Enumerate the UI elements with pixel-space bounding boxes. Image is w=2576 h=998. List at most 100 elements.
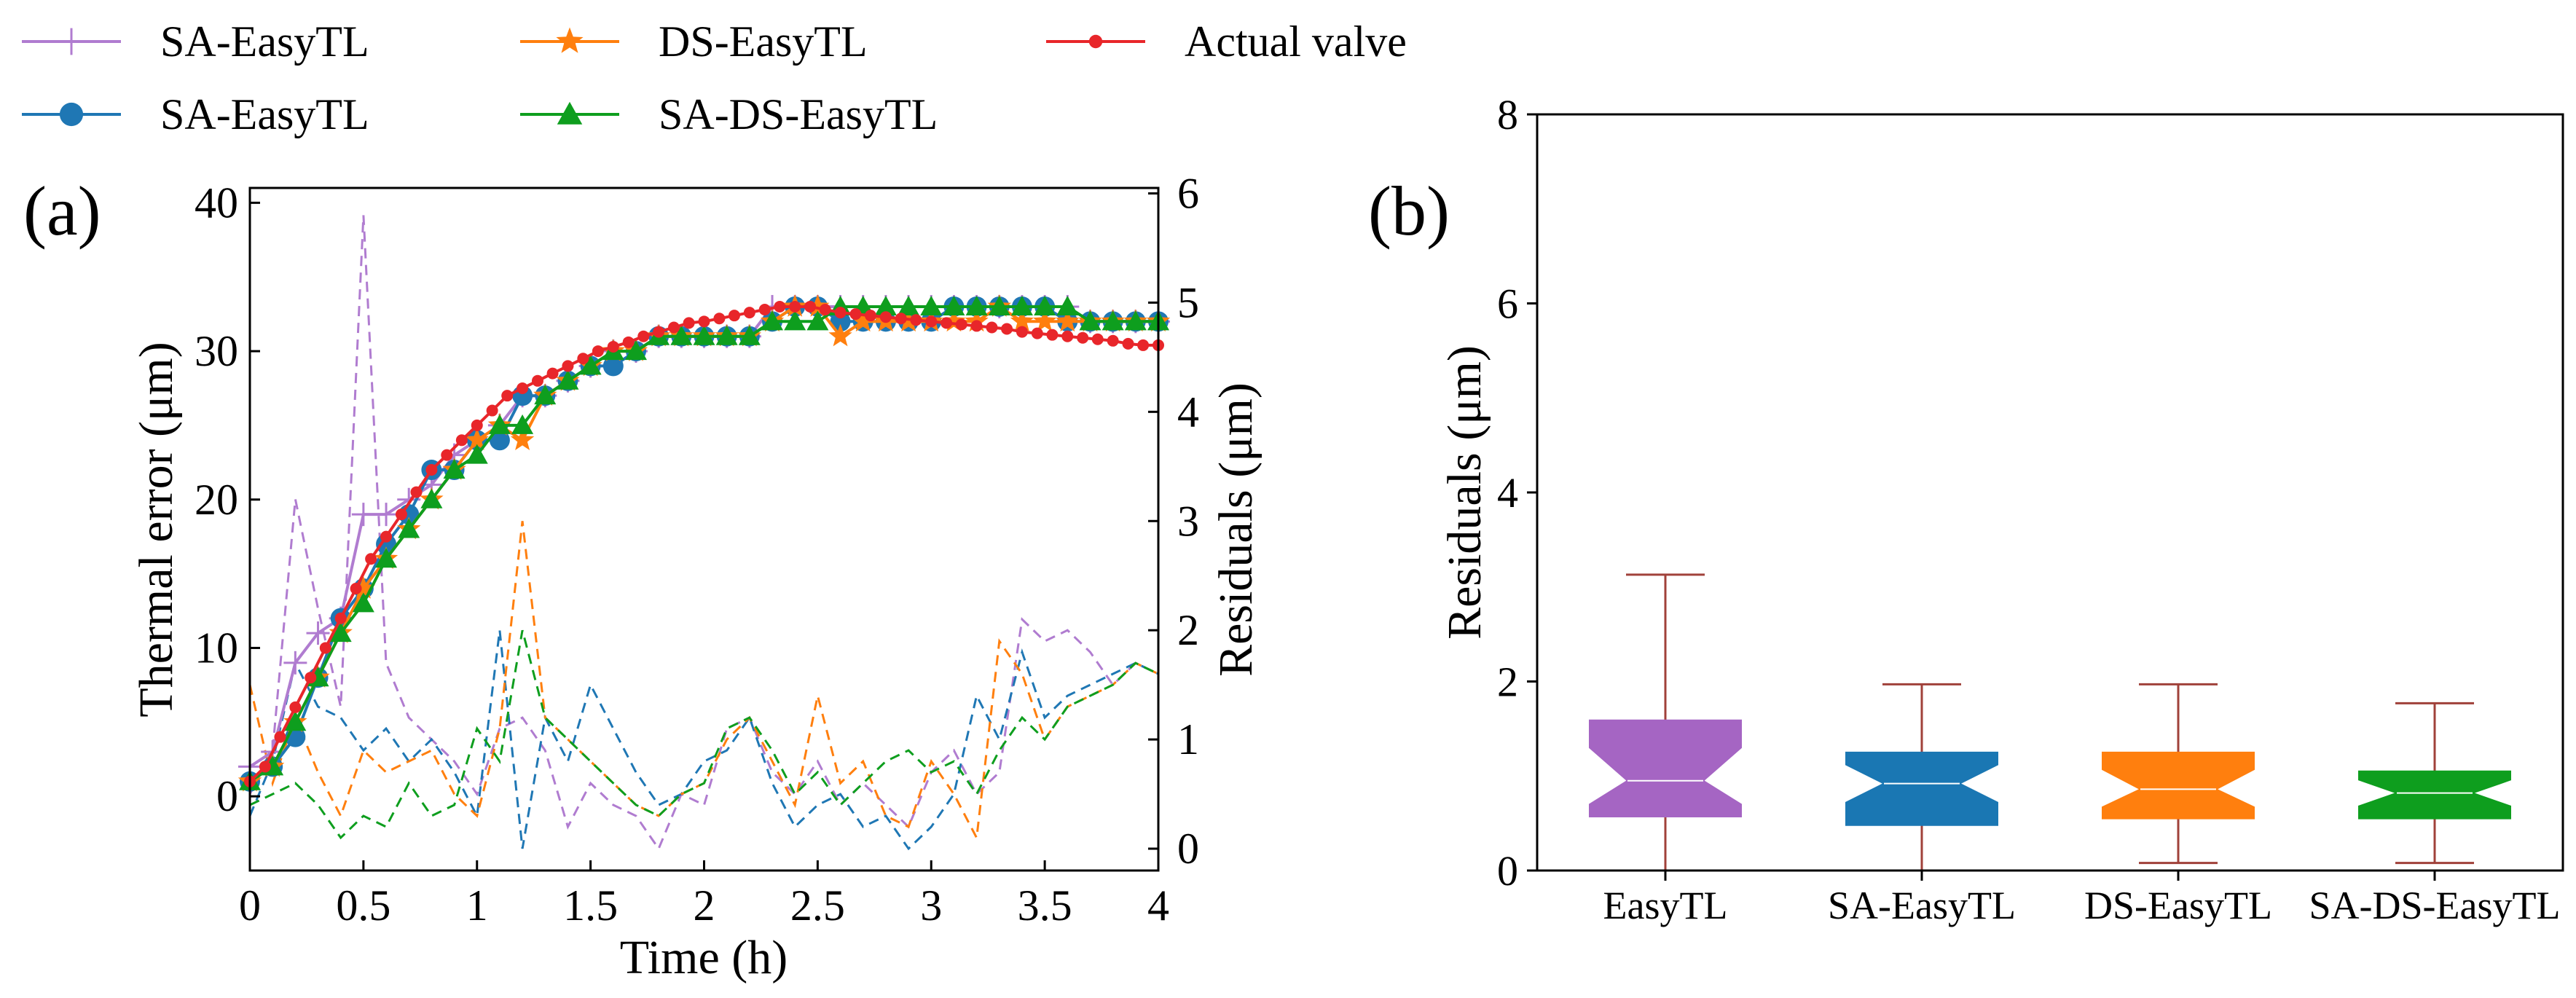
- data-point: [806, 294, 830, 317]
- data-point: [851, 309, 875, 332]
- y-tick-label: 20: [195, 476, 238, 524]
- data-point: [1107, 334, 1119, 347]
- data-point: [728, 310, 740, 322]
- data-point: [501, 390, 514, 402]
- legend-item: SA-EasyTL: [22, 90, 369, 138]
- data-point: [274, 731, 286, 743]
- data-point: [943, 295, 965, 315]
- data-point: [970, 320, 983, 332]
- data-point: [283, 651, 307, 675]
- y-tick-label: 40: [195, 178, 238, 227]
- data-point: [834, 307, 847, 319]
- legend-marker-triangle: [557, 101, 583, 125]
- data-point: [471, 419, 483, 431]
- data-point: [693, 325, 715, 345]
- data-point: [898, 295, 920, 315]
- data-point: [289, 701, 302, 713]
- data-point: [352, 592, 374, 613]
- data-point: [925, 315, 938, 328]
- x-tick-label: 1: [466, 881, 488, 930]
- data-point: [761, 310, 784, 331]
- data-point: [874, 295, 897, 315]
- data-point: [713, 313, 726, 325]
- data-point: [1033, 309, 1057, 332]
- x-tick-label: 3: [920, 881, 942, 930]
- x-tick-label: 4: [1147, 881, 1169, 930]
- data-point: [1001, 323, 1013, 335]
- panel-b-ylabel: Residuals (μm): [1438, 345, 1491, 640]
- data-point: [637, 330, 650, 342]
- data-point: [965, 295, 988, 315]
- series-sa-ds-easytl-residual: [249, 629, 1159, 840]
- notched-box: [2102, 751, 2255, 820]
- data-point: [849, 308, 862, 321]
- legend-label: SA-DS-EasyTL: [659, 90, 938, 138]
- data-point: [920, 295, 943, 315]
- data-point: [511, 414, 534, 434]
- data-point: [489, 430, 510, 451]
- data-point: [380, 530, 393, 543]
- data-point: [1137, 339, 1150, 351]
- legend: SA-EasyTL DS-EasyTL Actual valve SA-EasyTL S…: [22, 17, 1407, 138]
- data-point: [517, 382, 529, 394]
- data-point: [683, 317, 695, 329]
- x-tick-label: 0.5: [336, 881, 390, 930]
- data-point: [465, 428, 489, 450]
- data-point: [398, 518, 420, 538]
- notched-box: [1845, 751, 1998, 826]
- data-point: [1091, 333, 1104, 345]
- data-point: [351, 576, 375, 599]
- legend-marker-dot: [1088, 34, 1103, 49]
- data-point: [319, 642, 331, 654]
- legend-item: SA-EasyTL: [22, 17, 369, 66]
- data-point: [410, 486, 423, 498]
- data-point: [986, 321, 998, 334]
- series-actual-valve: [244, 300, 1164, 787]
- y-tick-label: 30: [195, 327, 238, 375]
- x-tick-label: 0: [239, 881, 261, 930]
- series-sa-easytl-residual-: [248, 215, 1159, 852]
- series-ds-easytl-residual: [248, 521, 1159, 842]
- data-point: [828, 323, 852, 347]
- data-point: [562, 360, 574, 372]
- data-point: [865, 310, 877, 322]
- data-point: [531, 374, 543, 387]
- data-point: [624, 340, 647, 361]
- panel-a-frame: [248, 186, 1160, 872]
- x-tick-label: EasyTL: [1603, 884, 1728, 927]
- y-tick-label: 10: [195, 624, 238, 672]
- data-point: [420, 488, 443, 508]
- data-point: [1079, 310, 1102, 331]
- data-point: [758, 304, 771, 316]
- data-point: [1016, 326, 1028, 338]
- x-tick-label: 2: [694, 881, 715, 930]
- data-point: [350, 582, 362, 594]
- data-point: [743, 307, 755, 319]
- data-point: [784, 310, 806, 331]
- series-line: [249, 629, 1159, 840]
- data-point: [1056, 309, 1080, 332]
- data-point: [305, 672, 317, 684]
- series-sa-easytl-: [238, 294, 1170, 779]
- data-point: [259, 761, 271, 773]
- data-point: [830, 311, 851, 332]
- data-point: [1034, 295, 1056, 315]
- y-tick-label: 0: [216, 772, 238, 820]
- data-point: [306, 621, 330, 645]
- data-point: [351, 503, 375, 527]
- data-point: [1102, 310, 1124, 331]
- data-point: [329, 622, 352, 643]
- legend-label: Actual valve: [1185, 17, 1407, 66]
- data-point: [738, 325, 761, 345]
- box-ds-easytl: [2102, 683, 2255, 865]
- legend-item: SA-DS-EasyTL: [520, 90, 938, 138]
- data-point: [441, 449, 453, 461]
- legend-label: SA-EasyTL: [160, 90, 369, 138]
- panel-a-ylabel: Thermal error (μm): [130, 342, 183, 717]
- legend-marker-circle: [59, 102, 84, 127]
- legend-item: DS-EasyTL: [520, 17, 868, 66]
- data-point: [1061, 330, 1074, 342]
- data-point: [941, 317, 953, 329]
- data-point: [395, 508, 407, 521]
- data-point: [895, 313, 907, 325]
